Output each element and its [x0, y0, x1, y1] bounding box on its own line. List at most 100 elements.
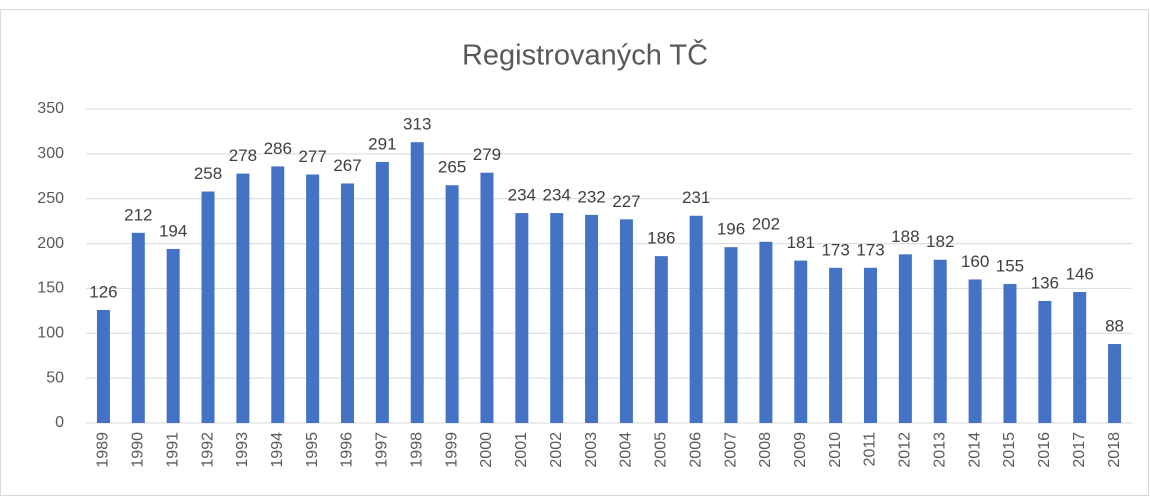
bar	[410, 142, 424, 424]
x-tick-label: 2018	[1106, 432, 1123, 468]
x-tick-label: 1992	[199, 432, 216, 468]
bar	[341, 183, 354, 423]
data-label: 126	[89, 282, 117, 301]
x-tick-label: 1996	[339, 432, 356, 468]
data-label: 267	[333, 156, 361, 175]
bar	[968, 279, 982, 423]
x-tick-label: 2010	[827, 432, 844, 468]
bar	[515, 213, 529, 423]
bar	[619, 219, 633, 423]
bar	[654, 256, 668, 423]
x-tick-label: 2006	[687, 432, 704, 468]
bar	[898, 254, 912, 423]
x-tick-label: 2013	[931, 432, 948, 468]
bar	[689, 215, 703, 423]
bar	[794, 260, 808, 423]
bar	[550, 213, 564, 423]
x-tick-label: 1989	[95, 432, 112, 468]
data-label: 136	[1031, 273, 1059, 292]
bar	[933, 259, 947, 423]
data-label: 258	[194, 164, 222, 183]
bar	[166, 248, 180, 423]
data-label: 231	[682, 188, 710, 207]
bar	[445, 185, 459, 423]
data-label: 196	[717, 220, 745, 239]
bar	[1038, 300, 1052, 423]
data-label: 194	[159, 221, 187, 240]
bar	[724, 247, 738, 423]
bar	[829, 267, 843, 423]
bar	[375, 161, 389, 423]
x-tick-label: 2008	[757, 432, 774, 468]
y-tick-label: 350	[37, 100, 64, 117]
data-label: 234	[543, 186, 571, 205]
data-label: 202	[752, 214, 780, 233]
chart-title: Registrovaných TČ	[462, 38, 708, 72]
x-tick-label: 2007	[722, 432, 739, 468]
data-label: 234	[508, 186, 536, 205]
x-tick-label: 2014	[966, 432, 983, 468]
x-tick-label: 2015	[1001, 432, 1018, 468]
data-label: 182	[926, 232, 954, 251]
data-label: 277	[298, 147, 326, 166]
data-label: 212	[124, 205, 152, 224]
bar	[759, 241, 773, 423]
data-label: 173	[856, 240, 884, 259]
y-tick-label: 0	[55, 414, 64, 431]
data-label: 88	[1105, 317, 1124, 336]
bar	[864, 267, 877, 423]
bar	[1108, 344, 1122, 423]
x-tick-label: 2005	[653, 432, 670, 468]
data-label: 227	[612, 192, 640, 211]
x-tick-label: 1990	[130, 432, 147, 468]
x-tick-label: 2011	[862, 432, 879, 467]
x-tick-label: 2004	[618, 432, 635, 468]
chart-border	[0, 9, 1149, 496]
x-tick-label: 2009	[792, 432, 809, 468]
data-label: 188	[891, 227, 919, 246]
bar	[585, 214, 599, 423]
data-label: 186	[647, 229, 675, 248]
x-tick-label: 1993	[234, 432, 251, 468]
y-tick-label: 150	[37, 280, 64, 297]
bar	[236, 173, 250, 423]
x-tick-label: 2003	[583, 432, 600, 468]
data-label: 291	[368, 134, 396, 153]
bar	[1073, 292, 1087, 423]
data-label: 160	[961, 252, 989, 271]
data-label: 278	[229, 146, 257, 165]
data-label: 313	[403, 115, 431, 134]
y-tick-label: 200	[37, 235, 64, 252]
data-label: 173	[821, 240, 849, 259]
x-tick-label: 1995	[304, 432, 321, 468]
x-tick-label: 1998	[408, 432, 425, 468]
data-label: 265	[438, 158, 466, 177]
x-tick-label: 1994	[269, 432, 286, 468]
bar	[271, 166, 285, 423]
bar	[1003, 283, 1017, 423]
x-tick-label: 2017	[1071, 432, 1088, 468]
data-label: 279	[473, 145, 501, 164]
data-label: 146	[1066, 265, 1094, 284]
x-tick-label: 2016	[1036, 432, 1053, 468]
data-label: 155	[996, 256, 1024, 275]
data-label: 286	[264, 139, 292, 158]
data-label: 232	[577, 187, 605, 206]
x-tick-label: 1997	[374, 432, 391, 468]
x-tick-label: 2000	[478, 432, 495, 468]
bar	[131, 232, 145, 423]
x-tick-label: 1991	[164, 432, 181, 468]
bar	[96, 309, 110, 423]
y-tick-label: 50	[46, 369, 64, 386]
x-tick-label: 2012	[897, 432, 914, 468]
bar	[480, 172, 494, 423]
x-tick-label: 2001	[513, 432, 530, 468]
x-tick-label: 1999	[443, 432, 460, 468]
y-tick-label: 300	[37, 145, 64, 162]
x-tick-label: 2002	[548, 432, 565, 468]
bar	[306, 174, 320, 423]
y-tick-label: 100	[37, 325, 64, 342]
y-tick-label: 250	[37, 190, 64, 207]
bar	[201, 191, 215, 423]
